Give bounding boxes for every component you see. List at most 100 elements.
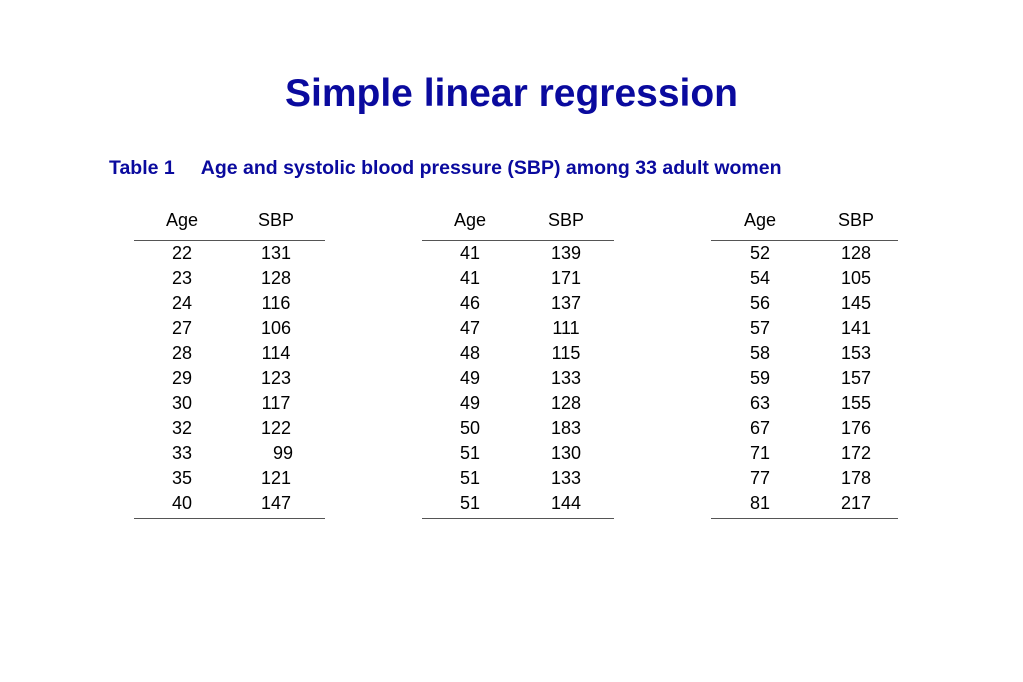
table-row: 41 139 [422, 241, 614, 266]
table-row: 30 117 [134, 391, 325, 416]
table-row: 40 147 [134, 491, 325, 516]
age-cell: 22 [171, 243, 193, 263]
table-row: 46 137 [422, 291, 614, 316]
table-row: 48 115 [422, 341, 614, 366]
sbp-cell: 114 [261, 343, 291, 363]
sbp-cell: 116 [261, 293, 291, 313]
table-row: 51 144 [422, 491, 614, 516]
sbp-cell: 111 [552, 318, 580, 338]
age-cell: 41 [459, 243, 481, 263]
age-cell: 81 [749, 493, 771, 513]
column-header-age: Age [743, 210, 777, 230]
table-header-row: Age SBP [134, 207, 325, 241]
table-header-row: Age SBP [711, 207, 898, 241]
sbp-cell: 141 [840, 318, 872, 338]
table-row: 23 128 [134, 266, 325, 291]
sbp-cell: 183 [550, 418, 582, 438]
table-row: 57 141 [711, 316, 898, 341]
sbp-cell: 128 [840, 243, 872, 263]
age-cell: 54 [749, 268, 771, 288]
age-cell: 24 [171, 293, 193, 313]
table-row: 22 131 [134, 241, 325, 266]
table-row: 49 133 [422, 366, 614, 391]
age-cell: 56 [749, 293, 771, 313]
sbp-cell: 157 [840, 368, 872, 388]
table-row: 67 176 [711, 416, 898, 441]
table-caption-label: Table 1 [109, 157, 175, 179]
table-bottom-rule [711, 516, 898, 519]
column-header-sbp: SBP [837, 210, 875, 230]
sbp-cell: 115 [551, 343, 581, 363]
age-cell: 51 [459, 468, 481, 488]
data-table-3: Age SBP 52 128 54 105 56 145 57 141 58 153 59 157 63 15… [711, 207, 898, 519]
table-bottom-rule [422, 516, 614, 519]
column-header-sbp: SBP [547, 210, 585, 230]
sbp-cell: 121 [260, 468, 292, 488]
sbp-cell: 99 [272, 443, 293, 463]
sbp-cell: 123 [260, 368, 292, 388]
sbp-cell: 133 [550, 368, 582, 388]
column-header-sbp: SBP [257, 210, 295, 230]
table-row: 35 121 [134, 466, 325, 491]
table-row: 27 106 [134, 316, 325, 341]
sbp-cell: 155 [840, 393, 872, 413]
age-cell: 50 [459, 418, 481, 438]
age-cell: 71 [749, 443, 771, 463]
sbp-cell: 178 [840, 468, 872, 488]
sbp-cell: 172 [840, 443, 872, 463]
age-cell: 67 [749, 418, 771, 438]
table-row: 77 178 [711, 466, 898, 491]
sbp-cell: 217 [840, 493, 872, 513]
sbp-cell: 131 [260, 243, 292, 263]
age-cell: 32 [171, 418, 193, 438]
age-cell: 58 [749, 343, 771, 363]
sbp-cell: 105 [840, 268, 872, 288]
table-row: 63 155 [711, 391, 898, 416]
age-cell: 33 [171, 443, 193, 463]
table-row: 51 130 [422, 441, 614, 466]
table-row: 50 183 [422, 416, 614, 441]
age-cell: 51 [459, 493, 481, 513]
column-header-age: Age [165, 210, 199, 230]
age-cell: 48 [459, 343, 481, 363]
page-title: Simple linear regression [284, 72, 738, 115]
table-row: 54 105 [711, 266, 898, 291]
age-cell: 40 [171, 493, 193, 513]
table-row: 33 99 [134, 441, 325, 466]
table-row: 56 145 [711, 291, 898, 316]
sbp-cell: 171 [550, 268, 582, 288]
sbp-cell: 147 [260, 493, 292, 513]
table-row: 29 123 [134, 366, 325, 391]
age-cell: 51 [459, 443, 481, 463]
column-header-age: Age [453, 210, 487, 230]
table-header-row: Age SBP [422, 207, 614, 241]
age-cell: 27 [171, 318, 193, 338]
table-row: 58 153 [711, 341, 898, 366]
data-table-2: Age SBP 41 139 41 171 46 137 47 111 48 115 49 133 49 12… [422, 207, 614, 519]
data-table-1: Age SBP 22 131 23 128 24 116 27 106 28 114 29 123 30 11… [134, 207, 325, 519]
sbp-cell: 128 [550, 393, 582, 413]
table-row: 24 116 [134, 291, 325, 316]
table-row: 71 172 [711, 441, 898, 466]
sbp-cell: 153 [840, 343, 872, 363]
sbp-cell: 145 [840, 293, 872, 313]
age-cell: 47 [459, 318, 481, 338]
table-row: 49 128 [422, 391, 614, 416]
sbp-cell: 176 [840, 418, 872, 438]
sbp-cell: 139 [550, 243, 582, 263]
age-cell: 30 [171, 393, 193, 413]
age-cell: 29 [171, 368, 193, 388]
age-cell: 52 [749, 243, 771, 263]
table-row: 59 157 [711, 366, 898, 391]
table-bottom-rule [134, 516, 325, 519]
age-cell: 57 [749, 318, 771, 338]
age-cell: 35 [171, 468, 193, 488]
sbp-cell: 137 [550, 293, 582, 313]
sbp-cell: 133 [550, 468, 582, 488]
table-row: 28 114 [134, 341, 325, 366]
age-cell: 49 [459, 393, 481, 413]
sbp-cell: 128 [260, 268, 292, 288]
age-cell: 46 [459, 293, 481, 313]
table-row: 41 171 [422, 266, 614, 291]
sbp-cell: 117 [261, 393, 291, 413]
